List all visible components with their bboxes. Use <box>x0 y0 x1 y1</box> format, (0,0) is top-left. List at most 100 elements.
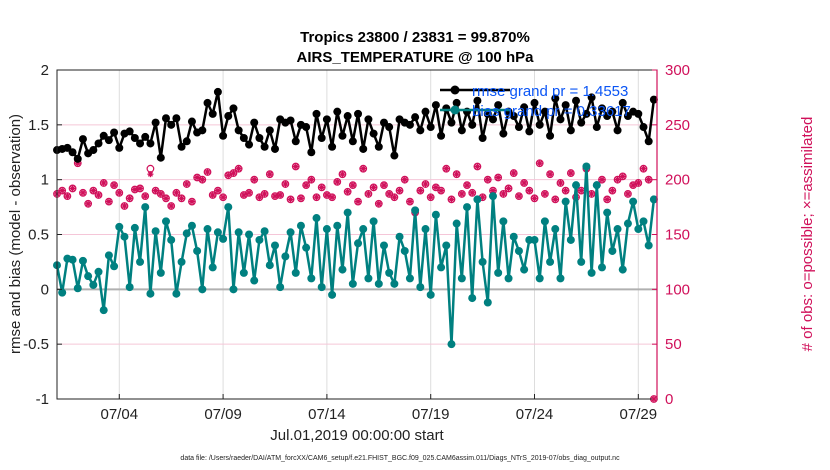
asterisk-stroke <box>495 174 501 181</box>
obs-assimilated-point <box>162 195 169 202</box>
bias-point <box>535 274 544 283</box>
obs-assimilated-point <box>287 196 294 203</box>
asterisk-stroke <box>537 160 543 166</box>
obs-assimilated-point <box>334 178 341 185</box>
obs-assimilated-point <box>147 171 154 178</box>
obs-assimilated-point <box>339 171 346 178</box>
bias-point <box>89 280 98 289</box>
legend-rmse-label: rmse grand pr = 1.4553 <box>472 83 628 100</box>
rmse-point <box>333 107 342 116</box>
asterisk-stroke <box>428 194 434 200</box>
bias-point <box>546 257 555 266</box>
obs-possible-point <box>400 175 409 184</box>
legend-bias-label: bias grand pr = 0.33617 <box>472 103 631 120</box>
obs-possible-point <box>364 190 373 198</box>
obs-assimilated-point <box>432 184 439 191</box>
rmse-point <box>483 109 492 118</box>
bias-point <box>411 206 420 215</box>
obs-possible-point <box>219 193 227 202</box>
asterisk-stroke <box>402 177 408 183</box>
legend-rmse-marker <box>450 85 460 95</box>
bias-point <box>245 230 254 239</box>
bias-point <box>348 279 357 288</box>
obs-possible-point <box>286 195 295 204</box>
rmse-point <box>494 101 503 110</box>
y-tick-label: -0.5 <box>23 336 49 353</box>
bias-point <box>374 279 383 288</box>
bias-point <box>551 225 560 234</box>
obs-possible-point <box>162 194 170 203</box>
rmse-point <box>514 123 523 132</box>
obs-assimilated-point <box>370 184 377 191</box>
obs-assimilated-point <box>375 200 382 207</box>
obs-possible-point <box>535 159 544 168</box>
asterisk-stroke <box>391 194 397 200</box>
rmse-point <box>354 109 363 118</box>
bias-point <box>203 225 212 234</box>
rmse-point <box>587 93 596 102</box>
asterisk-stroke <box>329 194 335 200</box>
obs-assimilated-point <box>152 187 159 194</box>
rmse-point <box>89 146 98 155</box>
asterisk-stroke <box>490 188 496 194</box>
asterisk-stroke <box>137 185 143 191</box>
bias-point <box>151 227 160 236</box>
bias-point <box>78 256 87 265</box>
obs-possible-point <box>561 186 570 195</box>
obs-assimilated-point <box>308 176 315 183</box>
bias-point <box>286 228 295 237</box>
legend: rmse grand pr = 1.4553 bias grand pr = 0… <box>440 83 631 120</box>
rmse-point <box>364 115 373 124</box>
asterisk-stroke <box>80 190 86 196</box>
bias-point <box>120 232 129 241</box>
legend-bias-marker <box>450 105 460 115</box>
asterisk-stroke <box>433 184 439 190</box>
obs-possible-point <box>146 164 155 173</box>
bias-point <box>136 257 145 266</box>
obs-possible-point <box>317 183 326 192</box>
bias-point <box>457 274 466 283</box>
bias-point <box>270 241 279 250</box>
rmse-point <box>572 96 581 105</box>
rmse-point <box>530 98 539 107</box>
asterisk-stroke <box>215 188 221 194</box>
obs-possible-point <box>141 192 150 201</box>
bias-point <box>603 208 612 217</box>
asterisk-stroke <box>168 203 174 209</box>
obs-possible-point <box>442 164 451 173</box>
obs-possible-point <box>68 184 77 193</box>
bias-point <box>229 285 238 294</box>
rmse-point <box>317 133 326 142</box>
asterisk-stroke <box>464 182 470 188</box>
obs-possible-point <box>483 175 492 184</box>
obs-assimilated-point <box>505 185 512 192</box>
asterisk-stroke <box>282 181 288 187</box>
asterisk-stroke <box>526 188 532 194</box>
rmse-point <box>146 139 155 148</box>
bias-point <box>509 232 518 241</box>
rmse-point <box>78 135 87 144</box>
asterisk-stroke <box>505 185 512 191</box>
obs-possible-point <box>265 170 274 179</box>
asterisk-stroke <box>516 193 522 199</box>
obs-assimilated-point <box>344 188 351 195</box>
rmse-point <box>260 142 269 151</box>
rmse-point <box>597 104 606 113</box>
rmse-point <box>104 136 113 145</box>
obs-assimilated-point <box>604 196 611 203</box>
bias-point <box>463 203 472 212</box>
bias-point <box>613 225 622 234</box>
y-tick-label: 2 <box>41 62 49 79</box>
asterisk-stroke <box>324 192 330 198</box>
rmse-point <box>499 129 508 138</box>
bias-point <box>395 232 404 241</box>
obs-possible-point <box>509 169 518 177</box>
rmse-point <box>535 120 544 129</box>
asterisk-stroke <box>262 191 268 197</box>
bias-point <box>125 283 134 292</box>
obs-possible-point <box>406 197 414 206</box>
rmse-point <box>110 128 119 137</box>
rmse-point <box>245 140 254 149</box>
bias-point <box>260 227 269 236</box>
x-tick-label: 07/09 <box>204 406 242 423</box>
